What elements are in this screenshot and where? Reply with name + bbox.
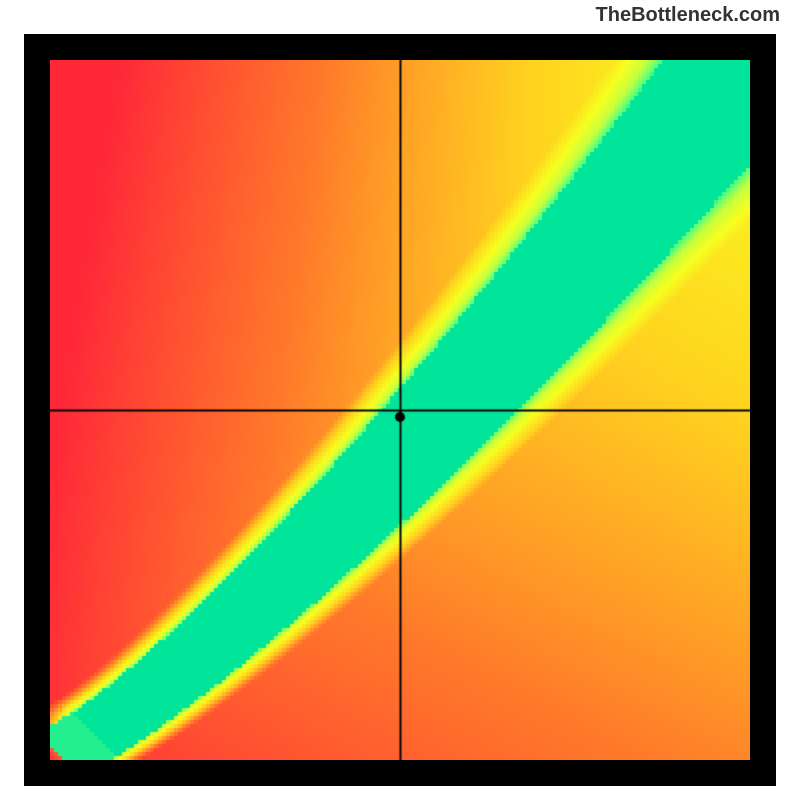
heatmap-canvas — [50, 60, 750, 760]
chart-border — [24, 34, 776, 786]
watermark-text: TheBottleneck.com — [596, 4, 780, 27]
